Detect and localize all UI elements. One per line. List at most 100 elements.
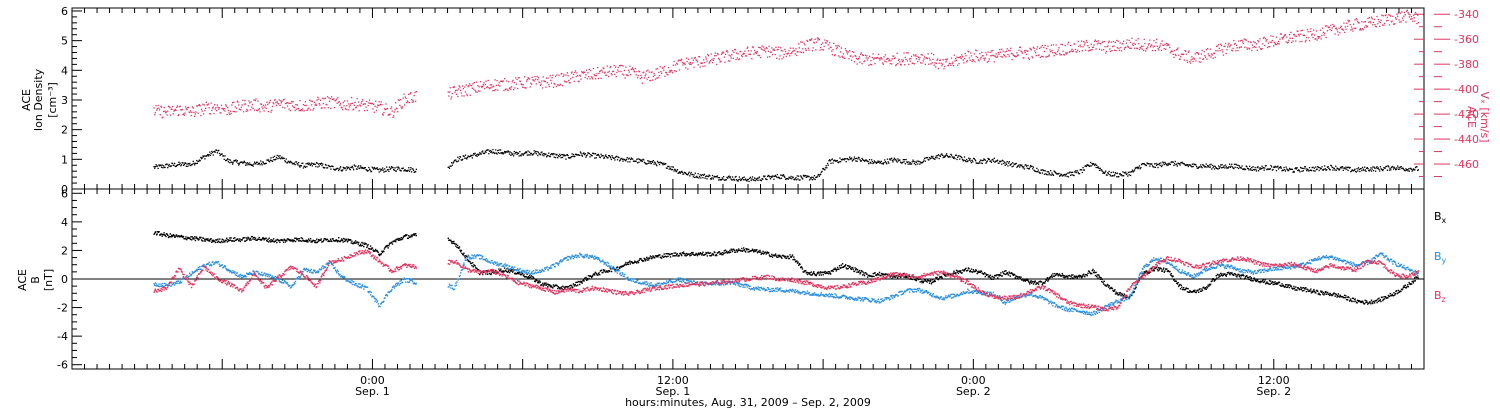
data-point <box>574 284 576 286</box>
data-point <box>1209 48 1211 50</box>
data-point <box>782 174 785 176</box>
data-point <box>1040 46 1042 48</box>
data-point <box>659 254 661 256</box>
data-point <box>612 157 615 159</box>
data-point <box>1189 62 1192 64</box>
data-point <box>881 58 883 60</box>
data-point <box>169 165 171 167</box>
data-point <box>154 167 156 169</box>
data-point <box>764 48 766 50</box>
data-point <box>365 243 367 245</box>
data-point <box>1387 165 1389 167</box>
data-point <box>1157 166 1159 169</box>
data-point <box>278 155 280 157</box>
data-point <box>316 241 319 244</box>
data-point <box>288 108 290 110</box>
data-point <box>306 109 308 111</box>
data-point <box>401 167 403 170</box>
data-point <box>324 163 327 166</box>
data-point <box>354 165 356 167</box>
data-point <box>813 272 816 275</box>
data-point <box>980 56 982 59</box>
data-point <box>630 68 632 70</box>
data-point <box>1165 42 1167 45</box>
data-point <box>184 238 187 240</box>
data-point <box>878 160 880 163</box>
data-point <box>392 116 394 118</box>
data-point <box>1037 169 1039 171</box>
data-point <box>387 114 389 116</box>
data-point <box>1324 165 1326 167</box>
b-tick-label: -4 <box>57 330 68 343</box>
data-point <box>1010 163 1012 166</box>
data-point <box>289 160 291 162</box>
data-point <box>503 152 505 154</box>
data-point <box>1236 166 1238 169</box>
data-point <box>190 239 193 241</box>
data-point <box>647 259 650 261</box>
data-point <box>829 42 831 44</box>
data-point <box>794 259 796 261</box>
data-point <box>994 55 996 57</box>
velocity-tick-label: -340 <box>1454 8 1479 21</box>
data-point <box>1155 162 1157 165</box>
data-point <box>641 160 643 162</box>
data-point <box>592 274 594 277</box>
data-point <box>1350 170 1353 172</box>
data-point <box>652 75 654 78</box>
data-point <box>1086 164 1088 166</box>
data-point <box>816 176 818 178</box>
data-point <box>741 247 743 250</box>
data-point <box>1012 54 1015 56</box>
data-point <box>1203 165 1205 167</box>
data-point <box>716 254 718 257</box>
data-point <box>688 62 690 64</box>
data-point <box>232 110 234 113</box>
data-point <box>408 167 410 169</box>
data-point <box>1067 41 1070 43</box>
data-point <box>295 104 297 106</box>
data-point <box>558 286 560 289</box>
data-point <box>686 254 689 256</box>
data-point <box>1138 165 1141 167</box>
data-point <box>1102 172 1104 174</box>
data-point <box>163 166 165 169</box>
data-point <box>1044 44 1046 46</box>
data-point <box>660 162 662 164</box>
data-point <box>542 76 544 78</box>
data-point <box>632 67 634 69</box>
data-point <box>1131 170 1133 173</box>
data-point <box>467 86 469 88</box>
data-point <box>1355 18 1357 20</box>
data-point <box>1278 166 1280 169</box>
data-point <box>271 105 274 108</box>
data-point <box>370 103 373 105</box>
data-point <box>1005 162 1007 164</box>
data-point <box>204 240 207 242</box>
data-point <box>251 164 253 166</box>
data-point <box>646 259 648 261</box>
data-point <box>1283 166 1285 169</box>
data-point <box>409 169 411 171</box>
data-point <box>631 261 633 264</box>
data-point <box>692 59 694 61</box>
data-point <box>731 179 733 181</box>
data-point <box>597 153 599 156</box>
data-point <box>396 108 398 110</box>
data-point <box>363 243 366 245</box>
data-point <box>610 65 612 68</box>
data-point <box>871 161 873 163</box>
data-point <box>185 236 187 238</box>
data-point <box>921 161 924 164</box>
data-point <box>731 50 734 52</box>
data-point <box>294 109 296 111</box>
data-point <box>801 177 803 179</box>
data-point <box>1123 48 1125 50</box>
data-point <box>620 266 623 268</box>
data-point <box>579 74 581 76</box>
data-point <box>1217 168 1219 170</box>
data-point <box>235 239 237 241</box>
data-point <box>391 241 393 243</box>
data-point <box>622 65 624 67</box>
data-point <box>933 157 935 159</box>
